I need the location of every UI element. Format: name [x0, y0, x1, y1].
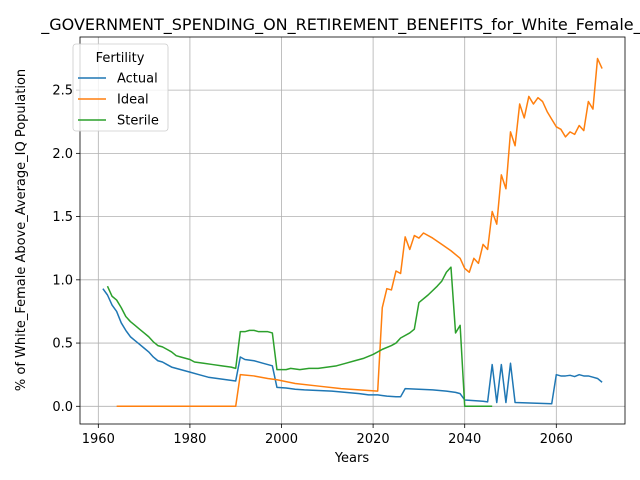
x-tick-label: 1980	[173, 432, 206, 447]
y-tick-label: 2.5	[52, 84, 73, 99]
y-tick-label: 2.0	[52, 147, 73, 162]
y-tick-label: 0.0	[52, 400, 73, 415]
y-axis-label: % of White_Female Above_Average_IQ Popul…	[14, 69, 29, 391]
legend-label-actual: Actual	[117, 72, 158, 87]
x-axis-ticks: 1960 1980 2000 2020 2040 2060	[82, 424, 573, 447]
x-tick-label: 1960	[82, 432, 115, 447]
x-axis-label: Years	[334, 451, 370, 466]
series-line-ideal	[116, 57, 603, 408]
series-line-actual	[102, 288, 603, 405]
legend-label-sterile: Sterile	[117, 114, 159, 129]
series-lines	[102, 57, 603, 408]
x-tick-label: 2040	[448, 432, 481, 447]
legend-entries: Actual Ideal Sterile	[78, 72, 159, 129]
x-tick-label: 2060	[540, 432, 573, 447]
legend-label-ideal: Ideal	[117, 93, 149, 108]
x-tick-label: 2000	[265, 432, 298, 447]
y-tick-label: 1.0	[52, 273, 73, 288]
grid-lines	[80, 37, 625, 424]
plot-area	[80, 37, 625, 424]
y-tick-label: 0.5	[52, 337, 73, 352]
y-axis-ticks: 0.0 0.5 1.0 1.5 2.0 2.5	[52, 84, 80, 415]
y-tick-label: 1.5	[52, 210, 73, 225]
axes-frame	[79, 36, 626, 425]
chart-title: _GOVERNMENT_SPENDING_ON_RETIREMENT_BENEF…	[40, 15, 640, 35]
legend-box	[72, 43, 169, 132]
x-tick-label: 2020	[357, 432, 390, 447]
legend-title: Fertility	[96, 51, 145, 66]
legend: Fertility Actual Ideal Sterile	[72, 43, 169, 132]
series-line-sterile	[106, 266, 493, 408]
